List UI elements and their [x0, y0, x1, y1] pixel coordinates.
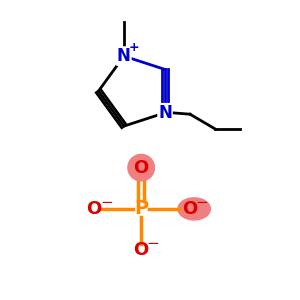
Text: P: P: [134, 200, 148, 218]
Text: −: −: [146, 236, 159, 251]
Text: +: +: [129, 41, 140, 54]
Text: O: O: [134, 241, 149, 259]
Text: N: N: [117, 47, 131, 65]
Text: O: O: [86, 200, 102, 218]
Text: O: O: [182, 200, 197, 218]
Circle shape: [128, 154, 154, 181]
Text: O: O: [134, 159, 149, 177]
Text: −: −: [100, 195, 113, 210]
Ellipse shape: [178, 198, 210, 220]
Text: −: −: [196, 195, 208, 210]
Text: N: N: [158, 104, 172, 122]
